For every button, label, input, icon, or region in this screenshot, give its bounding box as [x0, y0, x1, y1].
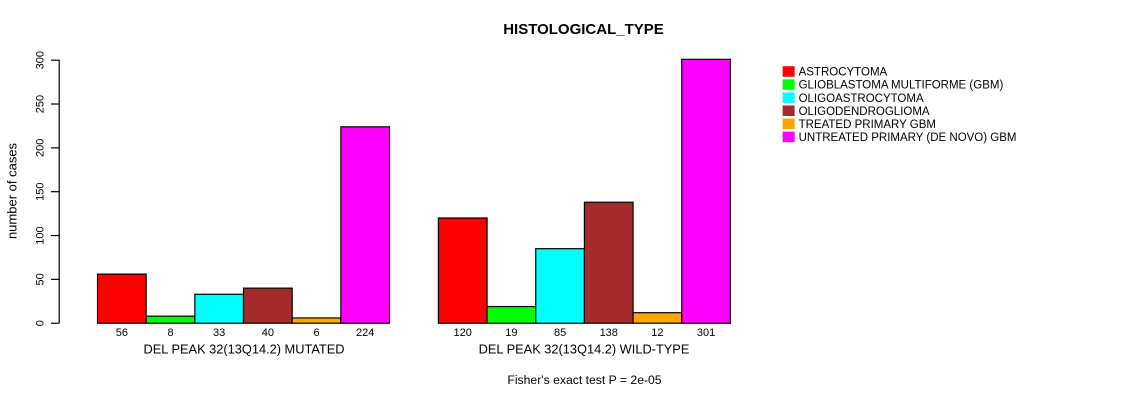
- svg-text:50: 50: [35, 273, 47, 285]
- svg-text:6: 6: [313, 327, 319, 339]
- svg-text:56: 56: [116, 327, 128, 339]
- svg-text:200: 200: [35, 139, 47, 157]
- svg-text:UNTREATED PRIMARY (DE NOVO) GB: UNTREATED PRIMARY (DE NOVO) GBM: [799, 132, 1017, 144]
- svg-text:301: 301: [697, 327, 715, 339]
- svg-text:150: 150: [35, 183, 47, 201]
- svg-text:GLIOBLASTOMA MULTIFORME (GBM): GLIOBLASTOMA MULTIFORME (GBM): [799, 80, 1004, 92]
- svg-text:85: 85: [554, 327, 566, 339]
- svg-text:number of cases: number of cases: [5, 142, 20, 239]
- svg-text:ASTROCYTOMA: ASTROCYTOMA: [799, 67, 888, 79]
- svg-text:TREATED PRIMARY GBM: TREATED PRIMARY GBM: [799, 119, 936, 131]
- svg-text:Fisher's exact test P = 2e-05: Fisher's exact test P = 2e-05: [507, 373, 661, 387]
- svg-text:120: 120: [454, 327, 472, 339]
- svg-text:19: 19: [505, 327, 517, 339]
- svg-text:300: 300: [35, 51, 47, 69]
- svg-text:250: 250: [35, 95, 47, 113]
- svg-text:33: 33: [213, 327, 225, 339]
- svg-text:100: 100: [35, 226, 47, 244]
- svg-text:OLIGODENDROGLIOMA: OLIGODENDROGLIOMA: [799, 106, 930, 118]
- svg-text:OLIGOASTROCYTOMA: OLIGOASTROCYTOMA: [799, 93, 924, 105]
- svg-text:DEL PEAK 32(13Q14.2) WILD-TYPE: DEL PEAK 32(13Q14.2) WILD-TYPE: [479, 341, 690, 356]
- svg-text:138: 138: [600, 327, 618, 339]
- svg-text:8: 8: [167, 327, 173, 339]
- svg-text:HISTOLOGICAL_TYPE: HISTOLOGICAL_TYPE: [503, 21, 664, 38]
- svg-text:DEL PEAK 32(13Q14.2) MUTATED: DEL PEAK 32(13Q14.2) MUTATED: [143, 341, 344, 356]
- svg-text:224: 224: [356, 327, 374, 339]
- svg-text:0: 0: [35, 320, 47, 326]
- svg-text:12: 12: [651, 327, 663, 339]
- svg-text:40: 40: [262, 327, 274, 339]
